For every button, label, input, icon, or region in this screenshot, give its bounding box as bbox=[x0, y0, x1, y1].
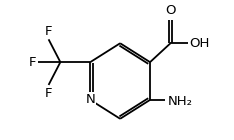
Text: F: F bbox=[45, 25, 52, 38]
Text: OH: OH bbox=[189, 37, 210, 50]
Text: O: O bbox=[165, 4, 176, 17]
Text: F: F bbox=[45, 87, 52, 100]
Text: NH₂: NH₂ bbox=[167, 95, 192, 108]
Text: F: F bbox=[29, 56, 36, 69]
Text: N: N bbox=[85, 93, 95, 106]
